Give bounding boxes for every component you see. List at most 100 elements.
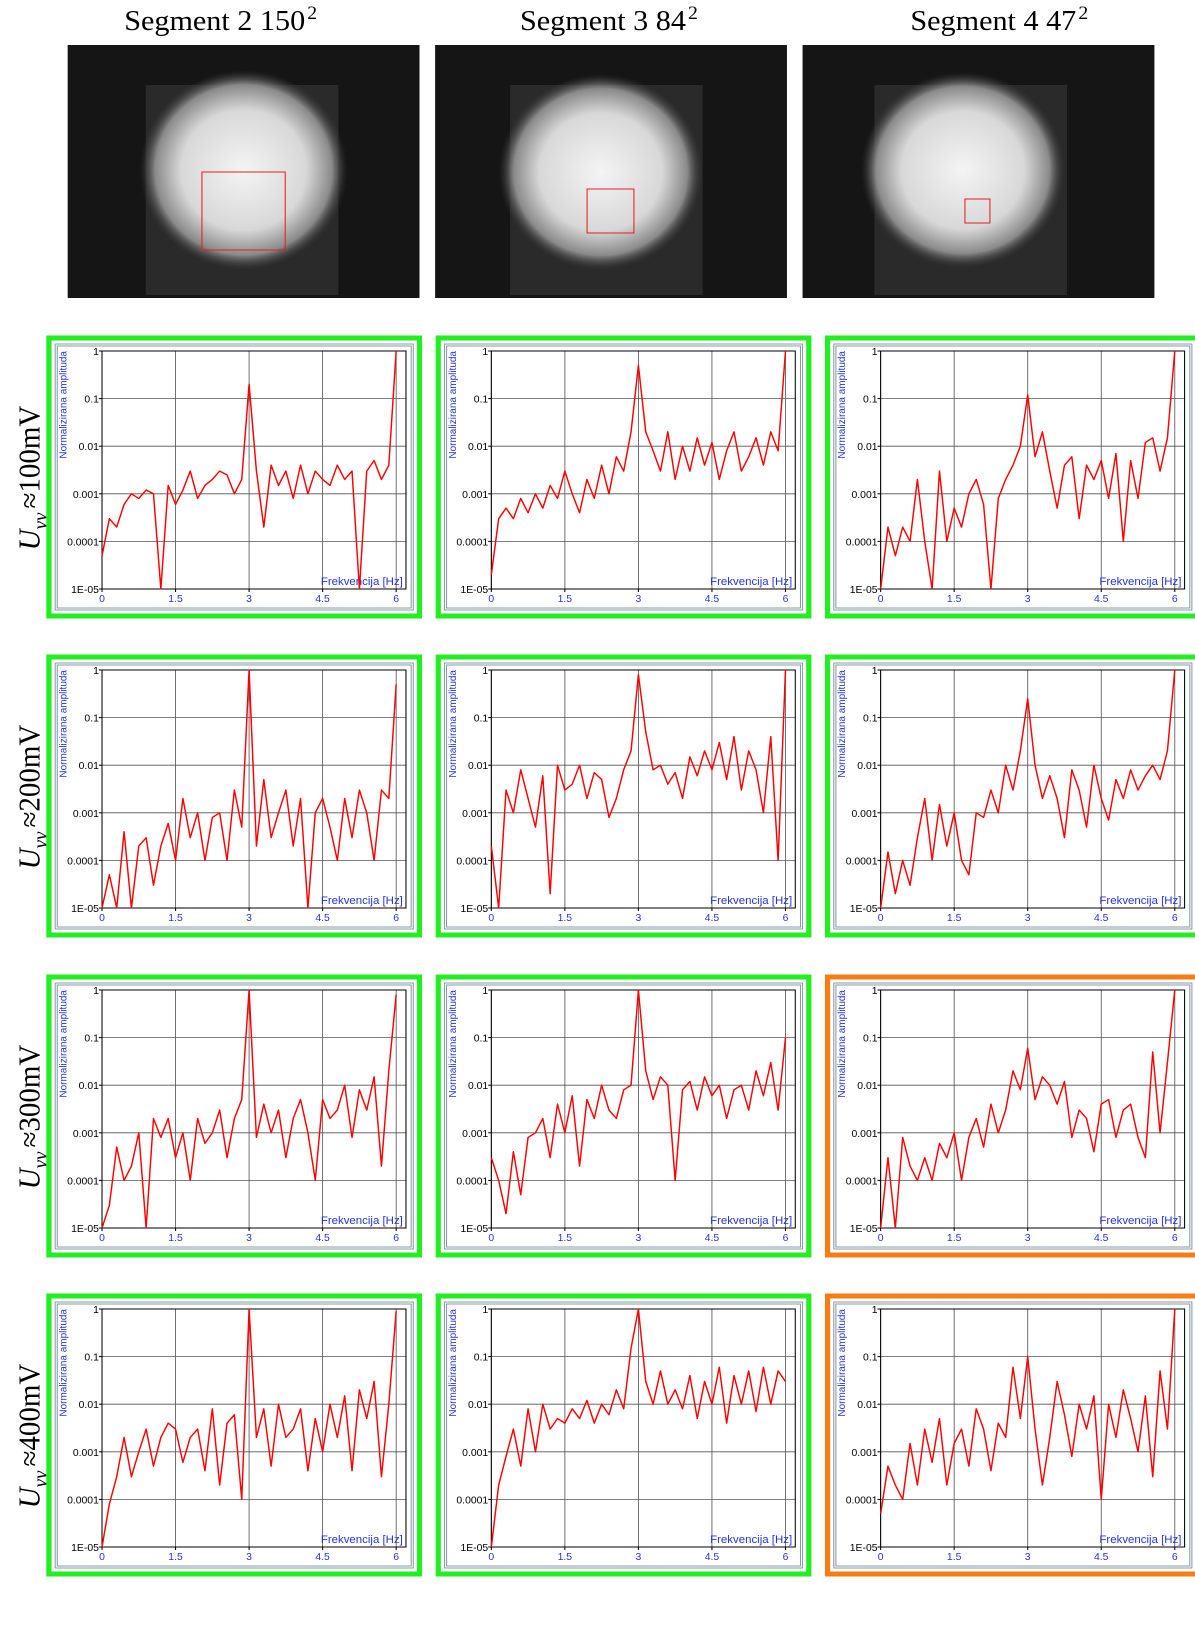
x-tick-label: 0 xyxy=(878,594,884,605)
row-label: Uvv≈400mV xyxy=(14,1363,52,1508)
chart-frame xyxy=(435,335,812,619)
segment-image xyxy=(67,45,420,298)
chart-frame xyxy=(824,654,1195,938)
x-tick-label: 6 xyxy=(393,1552,399,1563)
y-tick-label: 0.01 xyxy=(468,1081,489,1092)
x-tick-label: 3 xyxy=(636,1552,642,1563)
plot-area xyxy=(490,1308,796,1548)
x-tick-label: 0 xyxy=(488,913,494,924)
x-tick-label: 1.5 xyxy=(947,594,962,605)
inner-frame xyxy=(54,1301,414,1569)
inner-frame xyxy=(54,662,414,930)
y-tick-label: 0.01 xyxy=(857,1081,878,1092)
inner-frame xyxy=(833,662,1193,930)
y-tick-label: 1 xyxy=(93,1305,99,1316)
row-label: Uvv≈200mV xyxy=(14,724,52,869)
inner-frame xyxy=(446,1303,802,1567)
x-tick-label: 4.5 xyxy=(705,594,720,605)
x-tick-label: 1.5 xyxy=(168,594,183,605)
x-tick-label: 3 xyxy=(636,594,642,605)
x-tick-label: 3 xyxy=(246,913,252,924)
x-tick-label: 1.5 xyxy=(947,913,962,924)
y-tick-label: 0.0001 xyxy=(456,1496,488,1507)
y-tick-label: 1 xyxy=(482,1305,488,1316)
plot-area xyxy=(101,350,407,590)
inner-frame xyxy=(833,1301,1193,1569)
x-tick-label: 1.5 xyxy=(558,1233,573,1244)
chart: 1E-05 0.0001 0.001 0.01 0.1 1 0 1.5 3 4.5 6 Normali… xyxy=(435,654,812,938)
y-tick-label: 1 xyxy=(872,986,878,997)
x-tick-label: 1.5 xyxy=(168,1552,183,1563)
chart-frame xyxy=(46,1293,423,1577)
y-tick-label: 1E-05 xyxy=(460,1543,488,1554)
y-tick-label: 0.01 xyxy=(79,761,100,772)
plot-area xyxy=(490,350,796,590)
x-tick-label: 0 xyxy=(488,1552,494,1563)
y-tick-label: 0.1 xyxy=(863,714,878,725)
x-axis-label: Frekvencija [Hz] xyxy=(321,1215,403,1227)
y-axis-label: Normalizirana amplituda xyxy=(58,990,69,1098)
x-tick-label: 6 xyxy=(1172,594,1178,605)
y-tick-label: 0.0001 xyxy=(67,1177,99,1188)
y-tick-label: 0.001 xyxy=(852,1448,878,1459)
data-line xyxy=(490,669,787,909)
row-symbol: U xyxy=(14,1486,47,1509)
y-tick-label: 0.0001 xyxy=(67,538,99,549)
y-axis-label: Normalizirana amplituda xyxy=(837,351,848,459)
y-axis-label: Normalizirana amplituda xyxy=(58,351,69,459)
y-tick-label: 1E-05 xyxy=(71,904,99,915)
data-line xyxy=(879,989,1176,1229)
x-tick-label: 0 xyxy=(99,913,105,924)
y-tick-label: 1E-05 xyxy=(71,585,99,596)
y-tick-label: 0.01 xyxy=(468,1400,489,1411)
x-tick-label: 1.5 xyxy=(168,1233,183,1244)
x-tick-label: 1.5 xyxy=(558,913,573,924)
row-value: ≈400mV xyxy=(14,1363,47,1466)
chart: 1E-05 0.0001 0.001 0.01 0.1 1 0 1.5 3 4.5 6 Normali… xyxy=(824,335,1195,619)
y-axis-label: Normalizirana amplituda xyxy=(58,1309,69,1417)
x-tick-label: 1.5 xyxy=(558,594,573,605)
y-tick-label: 0.001 xyxy=(852,1129,878,1140)
y-axis-label: Normalizirana amplituda xyxy=(448,670,459,778)
x-axis-label: Frekvencija [Hz] xyxy=(1099,576,1181,588)
x-tick-label: 3 xyxy=(1025,1233,1031,1244)
y-tick-label: 0.01 xyxy=(857,761,878,772)
plot-area xyxy=(101,1308,407,1548)
x-axis-label: Frekvencija [Hz] xyxy=(710,576,792,588)
y-tick-label: 1 xyxy=(872,666,878,677)
y-tick-label: 0.0001 xyxy=(456,857,488,868)
inner-frame xyxy=(56,664,412,928)
y-tick-label: 0.001 xyxy=(73,1129,99,1140)
y-tick-label: 0.01 xyxy=(468,761,489,772)
chart: 1E-05 0.0001 0.001 0.01 0.1 1 0 1.5 3 4.5 6 Normali… xyxy=(435,335,812,619)
chart-frame xyxy=(435,1293,812,1577)
x-tick-label: 3 xyxy=(246,594,252,605)
y-tick-label: 1E-05 xyxy=(460,1224,488,1235)
x-tick-label: 6 xyxy=(393,1233,399,1244)
y-tick-label: 0.001 xyxy=(852,490,878,501)
x-tick-label: 4.5 xyxy=(1094,1552,1109,1563)
inner-frame xyxy=(446,664,802,928)
x-tick-label: 6 xyxy=(783,594,789,605)
x-tick-label: 0 xyxy=(99,1233,105,1244)
y-tick-label: 1 xyxy=(93,986,99,997)
row-label: Uvv≈300mV xyxy=(14,1044,52,1189)
x-tick-label: 4.5 xyxy=(315,913,330,924)
y-tick-label: 1 xyxy=(482,347,488,358)
y-tick-label: 0.01 xyxy=(857,1400,878,1411)
y-tick-label: 0.001 xyxy=(73,809,99,820)
y-tick-label: 1E-05 xyxy=(850,1224,878,1235)
inner-frame xyxy=(443,343,804,611)
x-tick-label: 6 xyxy=(1172,1233,1178,1244)
inner-frame xyxy=(833,982,1193,1250)
y-tick-label: 0.0001 xyxy=(846,1177,878,1188)
segment-image xyxy=(802,45,1155,298)
y-tick-label: 1E-05 xyxy=(460,585,488,596)
chart: 1E-05 0.0001 0.001 0.01 0.1 1 0 1.5 3 4.5 6 Normali… xyxy=(46,1293,423,1577)
data-line xyxy=(101,989,397,1229)
column-title: Segment 3 84 2 xyxy=(520,3,698,37)
y-tick-label: 0.1 xyxy=(474,1353,489,1364)
column-title: Segment 2 150 2 xyxy=(124,3,317,37)
row-value: ≈300mV xyxy=(14,1044,47,1147)
